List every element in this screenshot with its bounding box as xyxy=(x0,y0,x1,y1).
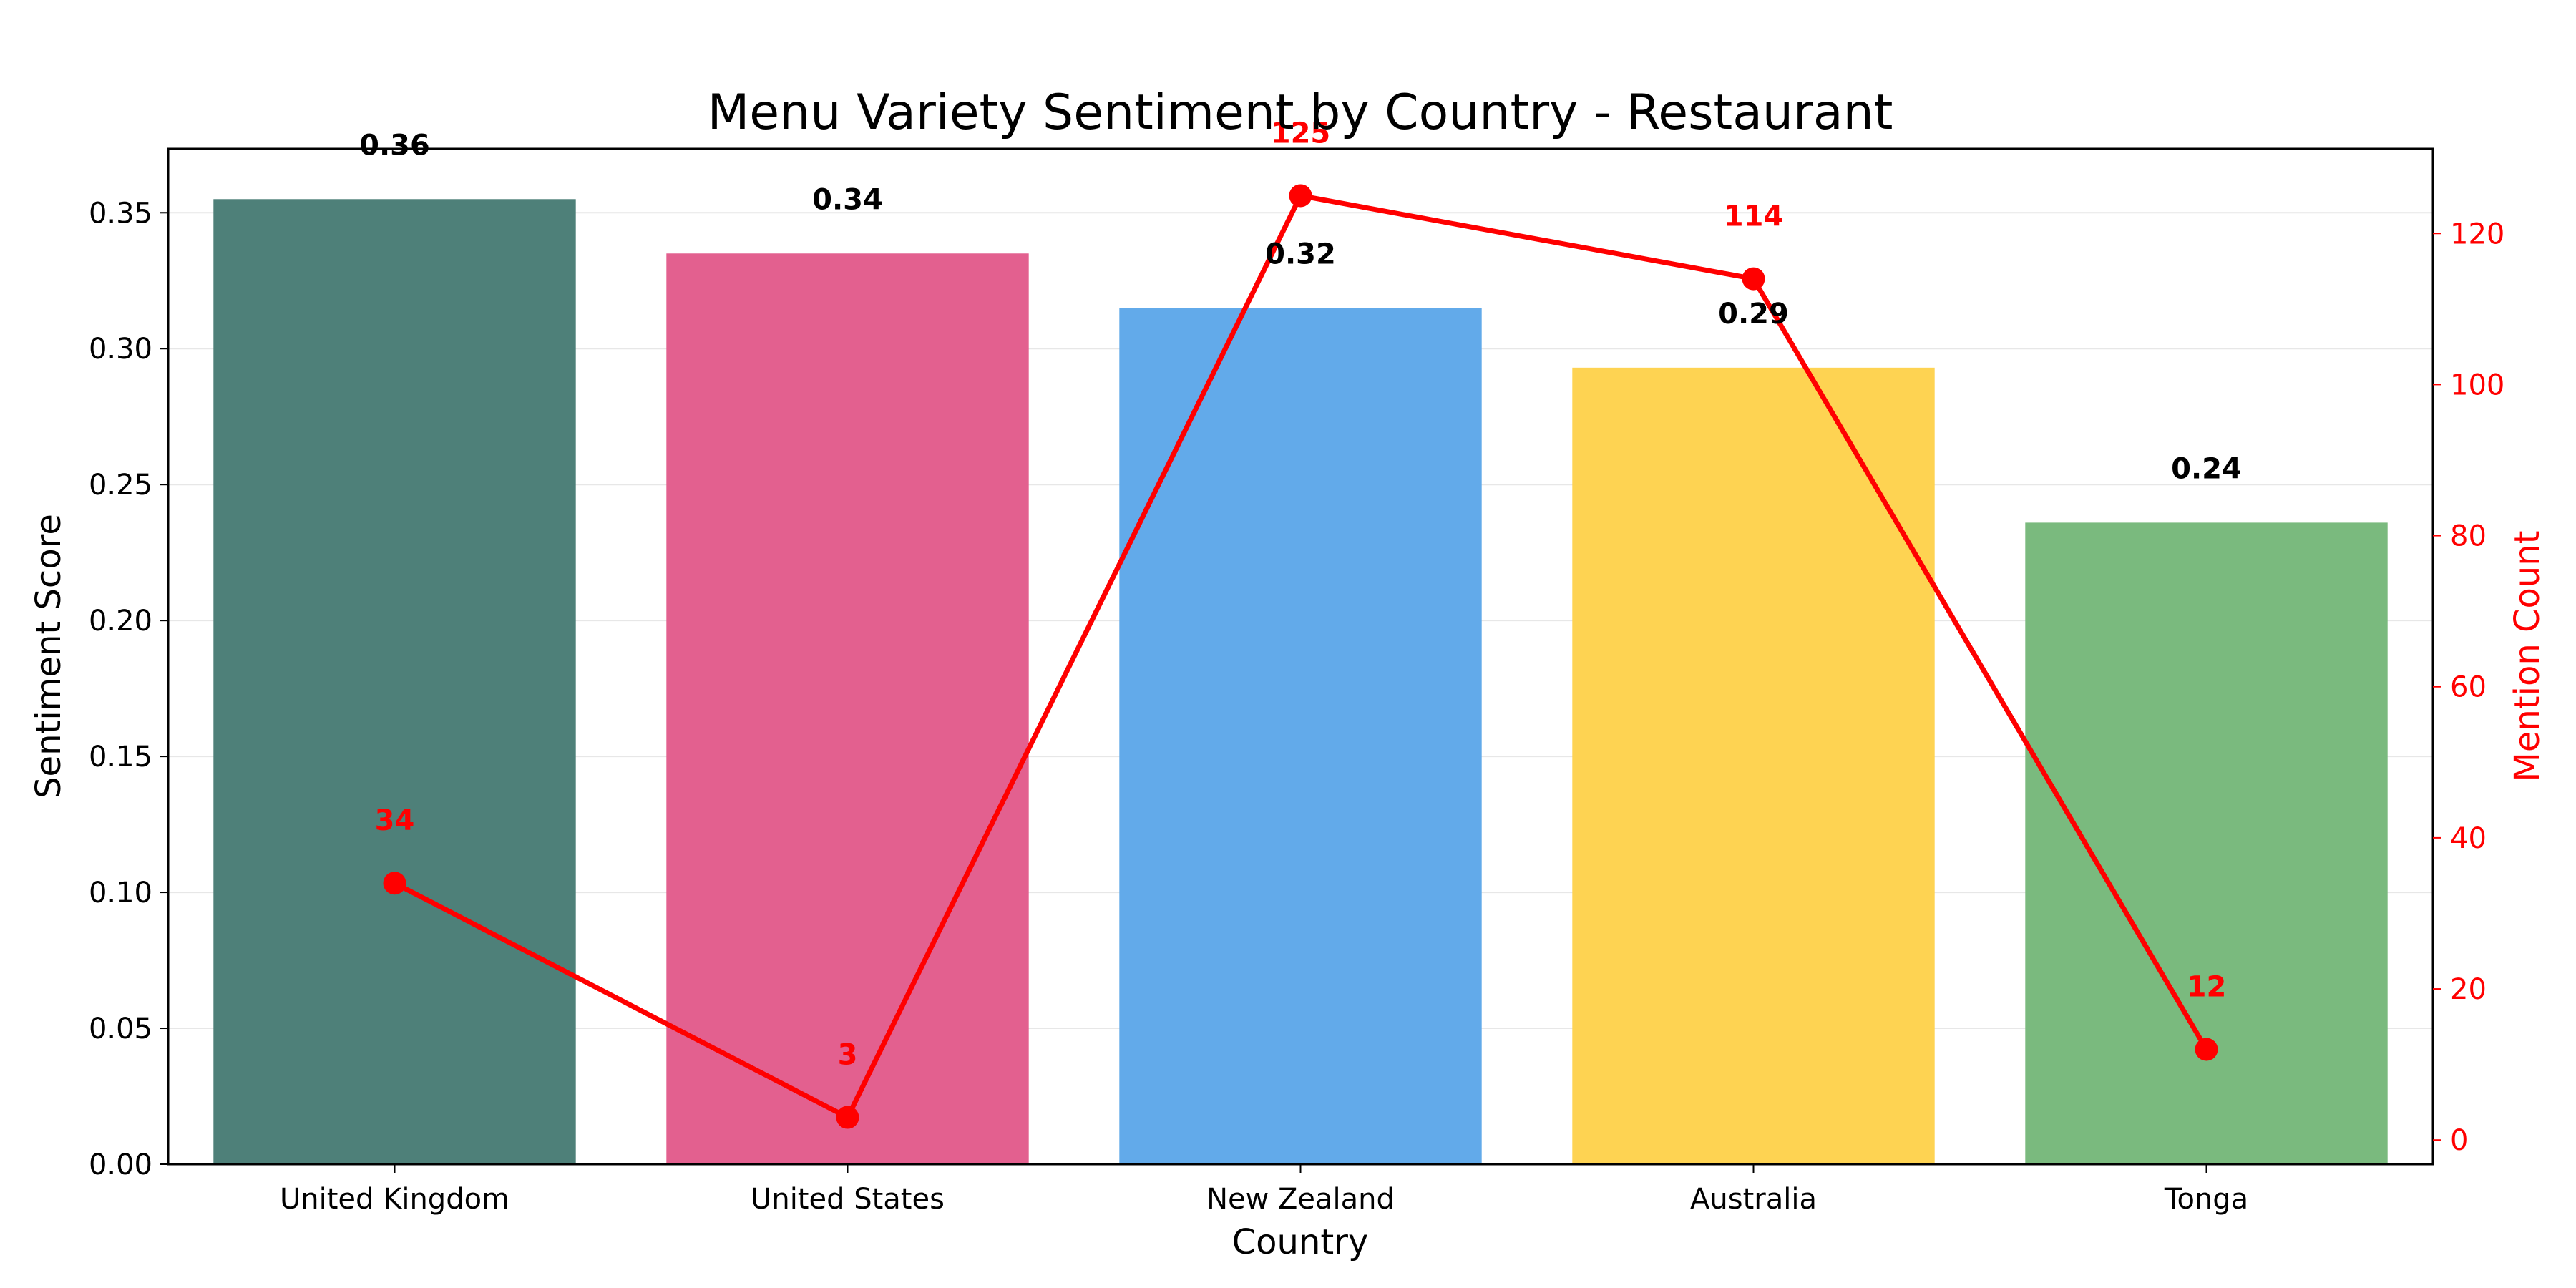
mention-point xyxy=(836,1106,859,1129)
count-value-label: 114 xyxy=(1724,200,1784,233)
y-tick-label: 0.25 xyxy=(89,469,152,502)
bar-value-label: 0.34 xyxy=(812,183,883,216)
bar xyxy=(2025,522,2388,1164)
y2-tick-label: 0 xyxy=(2450,1124,2468,1157)
y2-tick-label: 60 xyxy=(2450,671,2487,704)
y2-axis-title: Mention Count xyxy=(2507,530,2547,781)
mention-point xyxy=(1289,184,1312,208)
bar-value-label: 0.32 xyxy=(1265,238,1336,270)
mention-point xyxy=(1742,267,1765,291)
chart-title: Menu Variety Sentiment by Country - Rest… xyxy=(708,84,1893,141)
count-value-label: 34 xyxy=(375,804,415,837)
y2-tick-label: 20 xyxy=(2450,973,2487,1006)
count-value-label: 3 xyxy=(838,1039,858,1072)
bar-value-label: 0.36 xyxy=(359,129,430,162)
bar xyxy=(1572,367,1935,1164)
y2-tick-label: 80 xyxy=(2450,520,2487,553)
y-tick-label: 0.30 xyxy=(89,333,152,366)
bar xyxy=(213,199,576,1164)
count-value-label: 12 xyxy=(2187,971,2227,1004)
y-tick-label: 0.05 xyxy=(89,1013,152,1045)
bar xyxy=(1119,308,1482,1164)
x-tick-label: Australia xyxy=(1690,1183,1817,1216)
right-axis: 0 20 40 60 80 100 120 xyxy=(2433,218,2504,1157)
x-axis: United Kingdom United States New Zealand Au… xyxy=(280,1164,2248,1216)
x-axis-title: Country xyxy=(1232,1222,1369,1262)
y2-tick-label: 100 xyxy=(2450,369,2504,401)
mention-point xyxy=(2195,1038,2218,1061)
y-axis-title: Sentiment Score xyxy=(29,514,69,799)
bars xyxy=(213,199,2388,1165)
x-tick-label: United States xyxy=(751,1183,945,1216)
x-tick-label: Tonga xyxy=(2164,1183,2248,1216)
bar-value-label: 0.29 xyxy=(1718,298,1789,331)
y-tick-label: 0.10 xyxy=(89,877,152,909)
count-value-label: 125 xyxy=(1271,117,1331,150)
count-value-labels: 34 3 125 114 12 xyxy=(375,117,2227,1071)
mention-line xyxy=(383,184,2218,1129)
left-axis: 0.00 0.05 0.10 0.15 0.20 0.25 0.30 0.35 xyxy=(89,197,168,1181)
y-tick-label: 0.20 xyxy=(89,605,152,638)
mention-point xyxy=(383,872,406,895)
bar-value-labels: 0.36 0.34 0.32 0.29 0.24 xyxy=(359,129,2242,485)
y-tick-label: 0.15 xyxy=(89,741,152,774)
y2-tick-label: 120 xyxy=(2450,218,2504,250)
y2-tick-label: 40 xyxy=(2450,822,2487,855)
bar xyxy=(666,253,1029,1165)
y-tick-label: 0.35 xyxy=(89,197,152,230)
x-tick-label: United Kingdom xyxy=(280,1183,509,1216)
x-tick-label: New Zealand xyxy=(1206,1183,1395,1216)
bar-value-label: 0.24 xyxy=(2171,452,2242,485)
y-tick-label: 0.00 xyxy=(89,1148,152,1181)
